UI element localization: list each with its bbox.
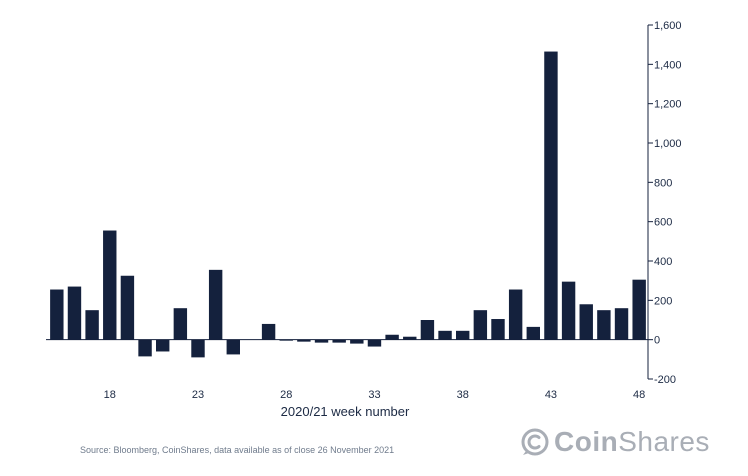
bar-week-44 bbox=[561, 281, 576, 340]
y-tick-label: 1,200 bbox=[654, 99, 682, 111]
bar-week-43 bbox=[544, 51, 558, 340]
y-tick-label: 800 bbox=[654, 177, 672, 189]
x-tick-label: 43 bbox=[545, 389, 557, 401]
bar-week-41 bbox=[508, 289, 523, 340]
coinshares-logo: CoinShares bbox=[520, 426, 710, 458]
logo-wordmark: CoinShares bbox=[554, 426, 710, 457]
bar-week-31 bbox=[332, 339, 346, 343]
bar-week-24 bbox=[208, 269, 223, 340]
x-tick-label: 28 bbox=[280, 389, 292, 401]
bar-week-29 bbox=[297, 339, 311, 342]
bar-week-38 bbox=[456, 330, 470, 340]
bar-week-19 bbox=[120, 275, 135, 340]
source-note: Source: Bloomberg, CoinShares, data avai… bbox=[80, 445, 395, 455]
y-tick-label: 1,600 bbox=[654, 20, 682, 32]
x-tick-label: 23 bbox=[192, 389, 204, 401]
y-tick-label: 200 bbox=[654, 295, 672, 307]
x-axis-ticks: 18 23 28 33 38 43 48 bbox=[104, 389, 646, 401]
bar-week-37 bbox=[438, 330, 452, 340]
y-tick-label: 1,000 bbox=[654, 138, 682, 150]
y-axis-ticks: -200 0 200 400 600 800 1,000 1,200 1,400 1,600 bbox=[648, 20, 682, 386]
bar-week-16 bbox=[67, 286, 82, 340]
bar-week-48 bbox=[632, 279, 646, 340]
bar-week-42 bbox=[526, 326, 540, 340]
x-tick-label: 38 bbox=[457, 389, 469, 401]
bar-week-45 bbox=[579, 304, 593, 340]
bar-week-15 bbox=[50, 289, 64, 340]
coin-c-icon bbox=[521, 428, 549, 456]
x-tick-label: 18 bbox=[104, 389, 116, 401]
bar-week-30 bbox=[314, 339, 329, 343]
bar-week-25 bbox=[226, 339, 240, 355]
x-axis-title: 2020/21 week number bbox=[281, 404, 410, 419]
bar-week-20 bbox=[138, 339, 152, 357]
y-tick-label: 600 bbox=[654, 217, 672, 229]
bar-chart: -200 0 200 400 600 800 1,000 1,200 1,400 1,600 18… bbox=[46, 20, 682, 419]
bar-week-22 bbox=[173, 308, 188, 340]
bar-week-17 bbox=[85, 310, 99, 340]
y-tick-label: 400 bbox=[654, 256, 672, 268]
x-tick-label: 48 bbox=[633, 389, 645, 401]
bar-week-23 bbox=[191, 339, 205, 358]
bar-week-33 bbox=[367, 339, 382, 347]
x-tick-label: 33 bbox=[368, 389, 380, 401]
bar-week-32 bbox=[350, 339, 364, 344]
bar-week-46 bbox=[597, 310, 611, 340]
bar-week-28 bbox=[279, 339, 293, 341]
bar-week-40 bbox=[491, 319, 505, 340]
y-tick-label: 1,400 bbox=[654, 59, 682, 71]
bar-week-18 bbox=[103, 230, 117, 340]
bar-week-36 bbox=[420, 320, 435, 340]
bar-week-35 bbox=[403, 336, 417, 340]
y-tick-label: -200 bbox=[654, 374, 676, 386]
bar-week-47 bbox=[614, 308, 629, 340]
y-tick-label: 0 bbox=[654, 335, 660, 347]
bar-week-39 bbox=[473, 310, 488, 340]
bars bbox=[50, 51, 646, 358]
bar-week-27 bbox=[261, 323, 276, 340]
bar-week-34 bbox=[385, 334, 399, 340]
bar-week-21 bbox=[156, 339, 170, 352]
